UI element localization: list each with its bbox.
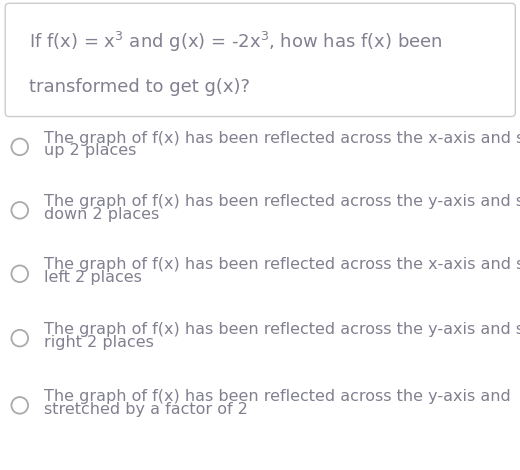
Ellipse shape [11, 266, 28, 282]
Text: left 2 places: left 2 places [44, 270, 142, 285]
Ellipse shape [11, 397, 28, 414]
Text: The graph of f(x) has been reflected across the y-axis and: The graph of f(x) has been reflected acr… [44, 389, 511, 404]
FancyBboxPatch shape [5, 3, 515, 117]
Text: The graph of f(x) has been reflected across the x-axis and shifted: The graph of f(x) has been reflected acr… [44, 258, 520, 273]
Ellipse shape [11, 330, 28, 346]
Text: down 2 places: down 2 places [44, 207, 160, 222]
Text: transformed to get g(x)?: transformed to get g(x)? [29, 78, 250, 96]
Text: up 2 places: up 2 places [44, 143, 137, 158]
Ellipse shape [11, 139, 28, 155]
Text: The graph of f(x) has been reflected across the y-axis and shifted: The graph of f(x) has been reflected acr… [44, 194, 520, 209]
Text: The graph of f(x) has been reflected across the x-axis and shifted: The graph of f(x) has been reflected acr… [44, 131, 520, 146]
Text: right 2 places: right 2 places [44, 335, 154, 350]
Text: The graph of f(x) has been reflected across the y-axis and shifted: The graph of f(x) has been reflected acr… [44, 322, 520, 337]
Ellipse shape [11, 202, 28, 219]
Text: If f(x) = x$^3$ and g(x) = -2x$^3$, how has f(x) been: If f(x) = x$^3$ and g(x) = -2x$^3$, how … [29, 30, 442, 55]
Text: stretched by a factor of 2: stretched by a factor of 2 [44, 402, 248, 417]
